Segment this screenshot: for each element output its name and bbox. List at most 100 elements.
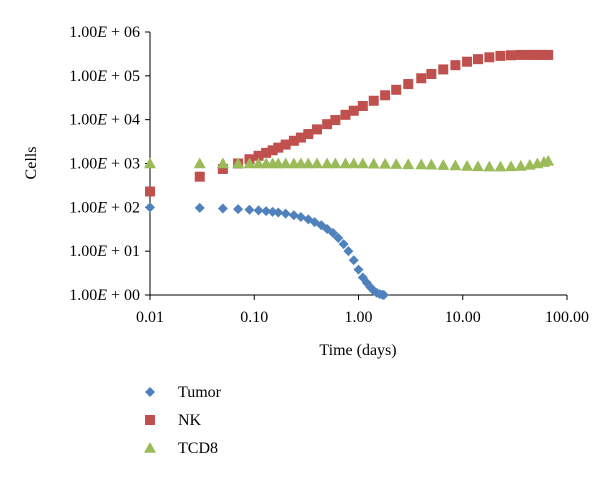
data-point-nk (312, 124, 323, 135)
y-tick-label-exponent: + 05 (107, 68, 140, 85)
data-point-nk (217, 163, 228, 174)
data-point-tumor (343, 246, 354, 257)
data-point-nk (295, 132, 306, 143)
data-point-nk (495, 50, 506, 61)
data-point-nk (273, 142, 284, 153)
y-tick-label: 1.00E + 04 (69, 112, 140, 129)
data-point-nk (462, 56, 473, 67)
plot-area: 1.00E + 001.00E + 011.00E + 021.00E + 03… (69, 24, 589, 326)
data-point-nk (145, 186, 155, 197)
data-point-tcd8 (339, 157, 352, 169)
data-point-tcd8 (402, 158, 415, 170)
data-point-tcd8 (279, 157, 292, 169)
x-tick-label: 100.00 (545, 309, 589, 326)
data-point-tumor (217, 203, 228, 214)
data-point-nk (543, 49, 554, 60)
y-tick-label-exponent-symbol: E (96, 68, 107, 85)
legend-label-nk: NK (178, 412, 202, 429)
y-tick-label: 1.00E + 00 (69, 287, 140, 304)
y-tick-label-exponent: + 03 (107, 156, 140, 173)
y-tick-label: 1.00E + 05 (69, 68, 140, 85)
series-tcd8 (144, 154, 555, 172)
legend-marker-tcd8 (144, 442, 156, 453)
y-tick-label: 1.00E + 03 (69, 156, 140, 173)
data-point-nk (416, 73, 427, 84)
x-axis-ticks (149, 295, 568, 300)
data-point-tumor (233, 204, 244, 215)
y-tick-label: 1.00E + 02 (69, 199, 140, 216)
data-point-tcd8 (232, 157, 245, 169)
data-point-nk (267, 145, 278, 156)
x-axis-title: Time (days) (319, 342, 396, 359)
data-point-tcd8 (483, 160, 496, 172)
data-point-nk (280, 139, 291, 150)
data-point-nk (524, 49, 535, 60)
data-point-tumor (328, 227, 339, 238)
legend-item-tcd8: TCD8 (144, 440, 218, 457)
legend-item-tumor: Tumor (145, 384, 222, 401)
data-point-tcd8 (252, 157, 265, 169)
data-point-tcd8 (415, 158, 428, 170)
data-point-tumor (194, 202, 205, 213)
y-tick-label-mantissa: 1.00 (69, 68, 97, 85)
data-point-tumor (353, 264, 364, 275)
data-point-tcd8 (542, 154, 555, 166)
data-point-tcd8 (302, 157, 315, 169)
y-tick-label-mantissa: 1.00 (69, 24, 97, 41)
data-point-tumor (288, 210, 299, 221)
data-point-nk (288, 135, 299, 146)
data-point-nk (340, 109, 351, 120)
y-tick-label-exponent: + 02 (107, 199, 140, 216)
data-point-tcd8 (216, 157, 229, 169)
data-point-nk (368, 95, 379, 106)
y-tick-label-exponent-symbol: E (96, 112, 107, 129)
legend: Tumor NK TCD8 (144, 384, 222, 457)
x-tick-label: 1.00 (345, 309, 373, 326)
data-point-tcd8 (356, 157, 369, 169)
series-tumor (145, 202, 389, 300)
y-axis-title: Cells (23, 147, 40, 180)
legend-marker-tumor (145, 387, 155, 397)
data-point-tcd8 (311, 157, 324, 169)
data-point-tcd8 (243, 157, 256, 169)
y-tick-label-mantissa: 1.00 (69, 112, 97, 129)
y-tick-label: 1.00E + 06 (69, 24, 140, 41)
data-point-tumor (261, 206, 272, 217)
data-point-tumor (253, 205, 264, 216)
data-point-tcd8 (144, 157, 156, 169)
x-axis-tick-labels: 0.01 0.10 1.00 10.00 100.00 (136, 309, 589, 326)
x-tick-label: 0.01 (136, 309, 164, 326)
data-point-nk (357, 101, 368, 112)
data-point-tcd8 (514, 159, 527, 171)
y-tick-label-mantissa: 1.00 (69, 199, 97, 216)
data-point-tumor (280, 208, 291, 219)
data-point-tumor (333, 232, 344, 243)
data-point-nk (391, 84, 402, 95)
data-point-tcd8 (193, 157, 206, 169)
data-point-tcd8 (504, 160, 517, 172)
data-point-nk (438, 64, 449, 75)
y-tick-label-exponent-symbol: E (96, 24, 107, 41)
data-point-nk (515, 49, 526, 60)
data-point-tcd8 (390, 158, 403, 169)
data-point-nk (484, 52, 495, 63)
data-point-tcd8 (321, 157, 334, 169)
data-point-nk (532, 49, 543, 60)
data-point-nk (505, 50, 516, 61)
series-nk (145, 49, 554, 197)
data-point-tcd8 (347, 157, 360, 169)
legend-label-tcd8: TCD8 (178, 440, 218, 457)
data-point-nk (322, 119, 333, 130)
legend-item-nk: NK (145, 412, 202, 429)
data-point-tcd8 (425, 158, 438, 170)
data-point-nk (380, 90, 391, 101)
data-point-tumor (348, 255, 359, 266)
x-tick-label: 10.00 (445, 309, 481, 326)
y-tick-label-exponent: + 01 (107, 243, 140, 260)
data-point-nk (303, 129, 314, 140)
y-tick-label-exponent: + 04 (107, 112, 140, 129)
data-point-tumor (145, 202, 155, 213)
y-tick-label-exponent-symbol: E (96, 243, 107, 260)
x-tick-label: 0.10 (240, 309, 268, 326)
